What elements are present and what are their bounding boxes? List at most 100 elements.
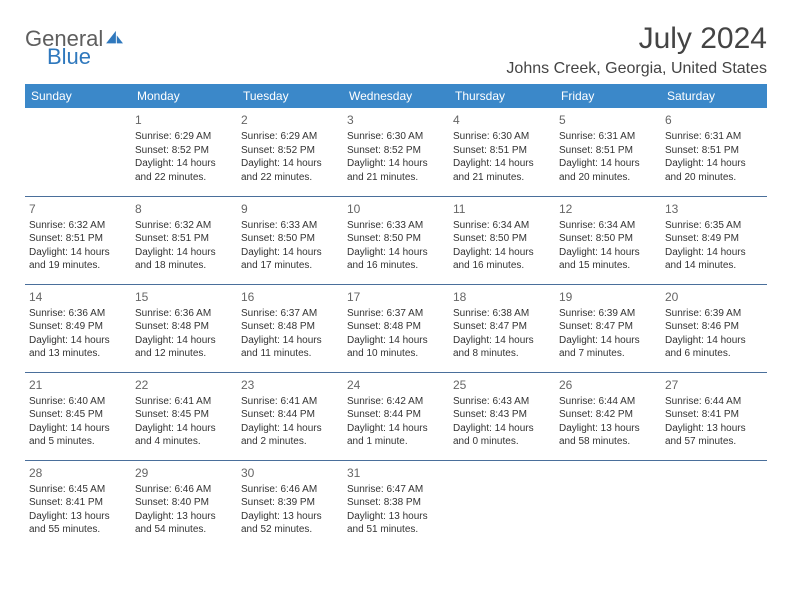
daylight-text-2: and 21 minutes. [347, 171, 445, 185]
daylight-text-2: and 16 minutes. [453, 259, 551, 273]
sunrise-text: Sunrise: 6:37 AM [347, 307, 445, 321]
sunset-text: Sunset: 8:49 PM [665, 232, 763, 246]
sunset-text: Sunset: 8:48 PM [347, 320, 445, 334]
calendar-cell-empty [25, 108, 131, 196]
sunrise-text: Sunrise: 6:46 AM [135, 483, 233, 497]
sunrise-text: Sunrise: 6:30 AM [453, 130, 551, 144]
sunset-text: Sunset: 8:51 PM [665, 144, 763, 158]
calendar-row: 7Sunrise: 6:32 AMSunset: 8:51 PMDaylight… [25, 196, 767, 284]
calendar-row: 1Sunrise: 6:29 AMSunset: 8:52 PMDaylight… [25, 108, 767, 196]
calendar-cell: 21Sunrise: 6:40 AMSunset: 8:45 PMDayligh… [25, 372, 131, 460]
daylight-text-2: and 10 minutes. [347, 347, 445, 361]
sunrise-text: Sunrise: 6:34 AM [559, 219, 657, 233]
daylight-text-2: and 12 minutes. [135, 347, 233, 361]
calendar-row: 21Sunrise: 6:40 AMSunset: 8:45 PMDayligh… [25, 372, 767, 460]
calendar-cell: 6Sunrise: 6:31 AMSunset: 8:51 PMDaylight… [661, 108, 767, 196]
sunrise-text: Sunrise: 6:38 AM [453, 307, 551, 321]
calendar-cell: 17Sunrise: 6:37 AMSunset: 8:48 PMDayligh… [343, 284, 449, 372]
day-number: 3 [347, 112, 445, 128]
day-number: 14 [29, 289, 127, 305]
sunset-text: Sunset: 8:42 PM [559, 408, 657, 422]
day-number: 16 [241, 289, 339, 305]
sunset-text: Sunset: 8:48 PM [241, 320, 339, 334]
sunset-text: Sunset: 8:50 PM [453, 232, 551, 246]
calendar-cell: 9Sunrise: 6:33 AMSunset: 8:50 PMDaylight… [237, 196, 343, 284]
daylight-text-1: Daylight: 14 hours [453, 422, 551, 436]
daylight-text-1: Daylight: 14 hours [347, 422, 445, 436]
calendar-cell: 2Sunrise: 6:29 AMSunset: 8:52 PMDaylight… [237, 108, 343, 196]
daylight-text-1: Daylight: 13 hours [241, 510, 339, 524]
calendar-cell: 4Sunrise: 6:30 AMSunset: 8:51 PMDaylight… [449, 108, 555, 196]
daylight-text-1: Daylight: 14 hours [135, 246, 233, 260]
calendar-cell: 19Sunrise: 6:39 AMSunset: 8:47 PMDayligh… [555, 284, 661, 372]
calendar-body: 1Sunrise: 6:29 AMSunset: 8:52 PMDaylight… [25, 108, 767, 548]
calendar-cell: 18Sunrise: 6:38 AMSunset: 8:47 PMDayligh… [449, 284, 555, 372]
sunrise-text: Sunrise: 6:31 AM [559, 130, 657, 144]
calendar-cell: 20Sunrise: 6:39 AMSunset: 8:46 PMDayligh… [661, 284, 767, 372]
day-number: 6 [665, 112, 763, 128]
day-number: 30 [241, 465, 339, 481]
daylight-text-2: and 2 minutes. [241, 435, 339, 449]
calendar-cell: 23Sunrise: 6:41 AMSunset: 8:44 PMDayligh… [237, 372, 343, 460]
daylight-text-2: and 22 minutes. [241, 171, 339, 185]
calendar-cell: 14Sunrise: 6:36 AMSunset: 8:49 PMDayligh… [25, 284, 131, 372]
daylight-text-2: and 6 minutes. [665, 347, 763, 361]
daylight-text-1: Daylight: 14 hours [453, 246, 551, 260]
day-number: 21 [29, 377, 127, 393]
calendar-cell: 15Sunrise: 6:36 AMSunset: 8:48 PMDayligh… [131, 284, 237, 372]
sunrise-text: Sunrise: 6:39 AM [559, 307, 657, 321]
daylight-text-1: Daylight: 14 hours [453, 334, 551, 348]
daylight-text-1: Daylight: 14 hours [347, 246, 445, 260]
daylight-text-2: and 54 minutes. [135, 523, 233, 537]
daylight-text-1: Daylight: 14 hours [559, 157, 657, 171]
calendar-cell: 5Sunrise: 6:31 AMSunset: 8:51 PMDaylight… [555, 108, 661, 196]
day-number: 15 [135, 289, 233, 305]
calendar-cell: 11Sunrise: 6:34 AMSunset: 8:50 PMDayligh… [449, 196, 555, 284]
sunset-text: Sunset: 8:52 PM [135, 144, 233, 158]
sunset-text: Sunset: 8:50 PM [241, 232, 339, 246]
sunrise-text: Sunrise: 6:37 AM [241, 307, 339, 321]
sunrise-text: Sunrise: 6:41 AM [241, 395, 339, 409]
location: Johns Creek, Georgia, United States [506, 60, 767, 78]
day-number: 19 [559, 289, 657, 305]
day-number: 25 [453, 377, 551, 393]
daylight-text-1: Daylight: 14 hours [241, 246, 339, 260]
daylight-text-2: and 8 minutes. [453, 347, 551, 361]
sunset-text: Sunset: 8:45 PM [29, 408, 127, 422]
calendar-cell: 30Sunrise: 6:46 AMSunset: 8:39 PMDayligh… [237, 460, 343, 548]
day-number: 4 [453, 112, 551, 128]
daylight-text-2: and 55 minutes. [29, 523, 127, 537]
daylight-text-2: and 7 minutes. [559, 347, 657, 361]
daylight-text-2: and 58 minutes. [559, 435, 657, 449]
sunrise-text: Sunrise: 6:44 AM [665, 395, 763, 409]
sunrise-text: Sunrise: 6:30 AM [347, 130, 445, 144]
sunset-text: Sunset: 8:39 PM [241, 496, 339, 510]
day-number: 13 [665, 201, 763, 217]
daylight-text-2: and 0 minutes. [453, 435, 551, 449]
calendar-cell: 29Sunrise: 6:46 AMSunset: 8:40 PMDayligh… [131, 460, 237, 548]
sunrise-text: Sunrise: 6:32 AM [135, 219, 233, 233]
calendar-cell: 25Sunrise: 6:43 AMSunset: 8:43 PMDayligh… [449, 372, 555, 460]
sunset-text: Sunset: 8:52 PM [241, 144, 339, 158]
daylight-text-2: and 15 minutes. [559, 259, 657, 273]
calendar-cell: 1Sunrise: 6:29 AMSunset: 8:52 PMDaylight… [131, 108, 237, 196]
page-root: GeneralBlue July 2024 Johns Creek, Georg… [0, 0, 792, 558]
calendar-cell: 27Sunrise: 6:44 AMSunset: 8:41 PMDayligh… [661, 372, 767, 460]
sunset-text: Sunset: 8:50 PM [347, 232, 445, 246]
calendar-cell: 28Sunrise: 6:45 AMSunset: 8:41 PMDayligh… [25, 460, 131, 548]
calendar-cell: 13Sunrise: 6:35 AMSunset: 8:49 PMDayligh… [661, 196, 767, 284]
calendar-cell-empty [449, 460, 555, 548]
calendar-cell: 24Sunrise: 6:42 AMSunset: 8:44 PMDayligh… [343, 372, 449, 460]
sunset-text: Sunset: 8:38 PM [347, 496, 445, 510]
sunset-text: Sunset: 8:48 PM [135, 320, 233, 334]
daylight-text-2: and 18 minutes. [135, 259, 233, 273]
day-number: 23 [241, 377, 339, 393]
day-header: Thursday [449, 84, 555, 108]
sunrise-text: Sunrise: 6:32 AM [29, 219, 127, 233]
daylight-text-1: Daylight: 14 hours [29, 334, 127, 348]
daylight-text-1: Daylight: 14 hours [29, 422, 127, 436]
sunset-text: Sunset: 8:45 PM [135, 408, 233, 422]
calendar-cell: 8Sunrise: 6:32 AMSunset: 8:51 PMDaylight… [131, 196, 237, 284]
sunset-text: Sunset: 8:51 PM [453, 144, 551, 158]
daylight-text-1: Daylight: 14 hours [241, 157, 339, 171]
